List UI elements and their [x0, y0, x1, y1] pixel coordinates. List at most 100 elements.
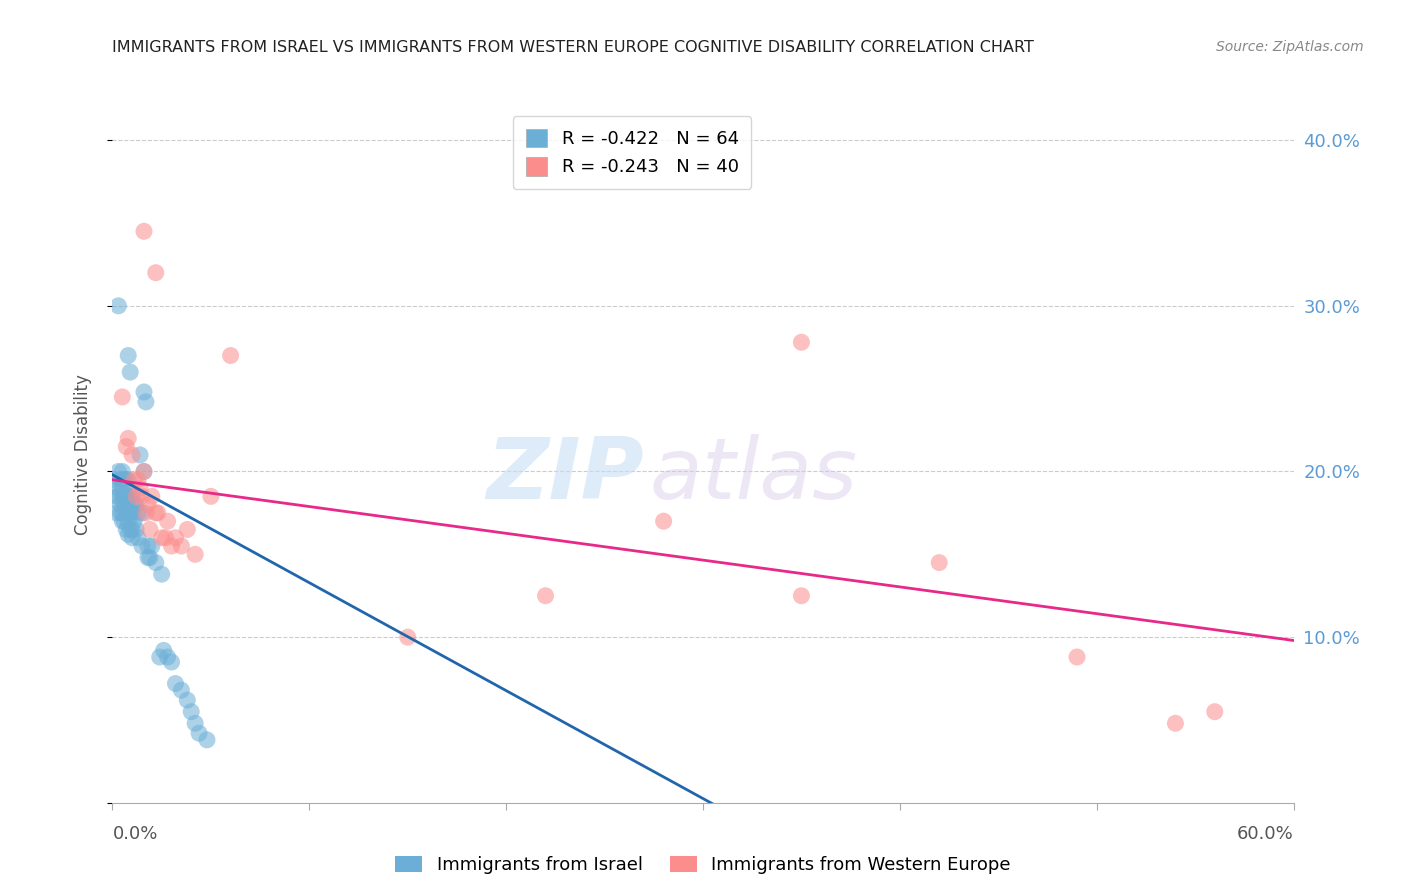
Point — [125, 489, 148, 503]
Point — [135, 395, 157, 409]
Point — [150, 567, 173, 582]
Point — [155, 531, 177, 545]
Point — [200, 489, 222, 503]
Point — [107, 299, 129, 313]
Point — [107, 481, 129, 495]
Point — [145, 266, 167, 280]
Point — [105, 506, 128, 520]
Point — [136, 539, 159, 553]
Point — [176, 523, 198, 537]
Point — [131, 506, 153, 520]
Point — [121, 489, 143, 503]
Point — [132, 465, 155, 479]
Point — [103, 473, 125, 487]
Point — [112, 473, 135, 487]
Point — [184, 547, 207, 561]
Point — [790, 335, 813, 350]
Point — [141, 489, 163, 503]
Point — [219, 349, 242, 363]
Point — [534, 589, 557, 603]
Point — [122, 514, 145, 528]
Point — [141, 539, 163, 553]
Point — [195, 732, 218, 747]
Y-axis label: Cognitive Disability: Cognitive Disability — [73, 375, 91, 535]
Point — [117, 489, 139, 503]
Point — [120, 523, 142, 537]
Point — [125, 523, 148, 537]
Point — [111, 514, 134, 528]
Point — [149, 650, 172, 665]
Point — [1204, 705, 1226, 719]
Point — [121, 531, 143, 545]
Point — [117, 514, 139, 528]
Text: atlas: atlas — [650, 434, 858, 517]
Point — [112, 498, 135, 512]
Point — [176, 693, 198, 707]
Point — [180, 705, 202, 719]
Point — [160, 655, 183, 669]
Point — [125, 498, 148, 512]
Point — [139, 523, 162, 537]
Point — [396, 630, 419, 644]
Point — [184, 716, 207, 731]
Point — [131, 489, 153, 503]
Point — [139, 550, 162, 565]
Point — [107, 489, 129, 503]
Point — [129, 448, 152, 462]
Point — [120, 506, 142, 520]
Point — [146, 506, 169, 520]
Point — [145, 556, 167, 570]
Point — [790, 589, 813, 603]
Point — [165, 676, 187, 690]
Point — [120, 365, 142, 379]
Point — [112, 514, 135, 528]
Point — [117, 431, 139, 445]
Point — [127, 506, 149, 520]
Text: 0.0%: 0.0% — [112, 825, 157, 843]
Point — [1164, 716, 1187, 731]
Point — [156, 650, 179, 665]
Point — [150, 531, 173, 545]
Point — [117, 473, 139, 487]
Point — [188, 726, 211, 740]
Legend: Immigrants from Israel, Immigrants from Western Europe: Immigrants from Israel, Immigrants from … — [395, 855, 1011, 874]
Point — [135, 506, 157, 520]
Point — [117, 349, 139, 363]
Point — [111, 489, 134, 503]
Point — [160, 539, 183, 553]
Point — [115, 523, 138, 537]
Point — [121, 448, 143, 462]
Point — [111, 473, 134, 487]
Point — [111, 390, 134, 404]
Point — [117, 500, 139, 515]
Point — [110, 506, 132, 520]
Text: Source: ZipAtlas.com: Source: ZipAtlas.com — [1216, 40, 1364, 54]
Point — [111, 481, 134, 495]
Legend: R = -0.422   N = 64, R = -0.243   N = 40: R = -0.422 N = 64, R = -0.243 N = 40 — [513, 116, 751, 189]
Point — [111, 465, 134, 479]
Point — [115, 473, 138, 487]
Point — [110, 473, 132, 487]
Point — [122, 498, 145, 512]
Point — [156, 514, 179, 528]
Point — [652, 514, 675, 528]
Point — [121, 523, 143, 537]
Point — [115, 440, 138, 454]
Point — [136, 550, 159, 565]
Point — [127, 531, 149, 545]
Point — [129, 481, 152, 495]
Point — [170, 683, 193, 698]
Point — [131, 539, 153, 553]
Point — [1066, 650, 1088, 665]
Point — [170, 539, 193, 553]
Text: 60.0%: 60.0% — [1237, 825, 1294, 843]
Point — [111, 506, 134, 520]
Point — [132, 224, 155, 238]
Point — [928, 556, 950, 570]
Point — [120, 489, 142, 503]
Point — [121, 506, 143, 520]
Point — [115, 506, 138, 520]
Point — [132, 384, 155, 399]
Point — [132, 465, 155, 479]
Point — [115, 489, 138, 503]
